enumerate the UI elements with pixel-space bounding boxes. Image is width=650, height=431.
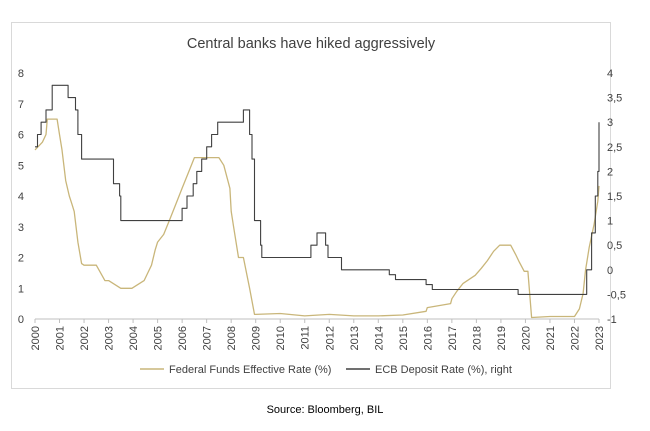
y-left-tick-label: 4 xyxy=(18,191,24,203)
chart-title: Central banks have hiked aggressively xyxy=(186,36,436,52)
y-right-tick-label: 3 xyxy=(607,117,613,129)
y-right-tick-label: -1 xyxy=(607,314,617,326)
x-tick-label: 2022 xyxy=(569,326,581,350)
x-tick-label: 2014 xyxy=(373,326,385,350)
x-tick-label: 2004 xyxy=(128,326,140,350)
series-line-fed-funds xyxy=(34,118,600,319)
x-tick-label: 2012 xyxy=(324,326,336,350)
x-tick-label: 2007 xyxy=(202,326,214,350)
y-left-tick-label: 6 xyxy=(18,130,24,142)
x-tick-label: 2006 xyxy=(177,326,189,350)
y-right-tick-label: -0,5 xyxy=(607,289,626,301)
y-right-tick-label: 3,5 xyxy=(607,93,622,105)
chart-source: Source: Bloomberg, BIL xyxy=(266,404,384,416)
x-tick-label: 2005 xyxy=(153,326,165,350)
x-tick-label: 2019 xyxy=(496,326,508,350)
x-tick-label: 2009 xyxy=(251,326,263,350)
x-tick-label: 2010 xyxy=(275,326,287,350)
y-left-tick-label: 0 xyxy=(18,314,24,326)
y-left-tick-label: 8 xyxy=(18,68,24,80)
x-tick-label: 2017 xyxy=(447,326,459,350)
x-tick-label: 2015 xyxy=(398,326,410,350)
x-tick-label: 2016 xyxy=(422,326,434,350)
y-left-tick-label: 2 xyxy=(18,253,24,265)
legend-label-ecb-deposit: ECB Deposit Rate (%), right xyxy=(375,364,512,376)
series-line-ecb-deposit xyxy=(35,84,600,295)
y-right-tick-label: 0 xyxy=(607,265,613,277)
x-tick-label: 2018 xyxy=(471,326,483,350)
legend-label-fed-funds: Federal Funds Effective Rate (%) xyxy=(169,364,331,376)
x-tick-label: 2020 xyxy=(520,326,532,350)
x-tick-label: 2011 xyxy=(300,326,312,350)
y-right-tick-label: 1 xyxy=(607,216,613,228)
chart-frame xyxy=(11,22,611,389)
x-tick-label: 2002 xyxy=(79,326,91,350)
y-left-tick-label: 5 xyxy=(18,160,24,172)
x-tick-label: 2023 xyxy=(594,326,606,350)
x-tick-label: 2001 xyxy=(55,326,67,350)
y-left-tick-label: 1 xyxy=(18,283,24,295)
y-right-tick-label: 2 xyxy=(607,166,613,178)
y-right-tick-label: 1,5 xyxy=(607,191,622,203)
y-right-tick-label: 4 xyxy=(607,68,613,80)
x-tick-label: 2008 xyxy=(226,326,238,350)
x-tick-label: 2000 xyxy=(30,326,42,350)
x-tick-label: 2021 xyxy=(545,326,557,350)
y-right-tick-label: 0,5 xyxy=(607,240,622,252)
y-right-tick-label: 2,5 xyxy=(607,142,622,154)
x-tick-label: 2003 xyxy=(104,326,116,350)
y-left-tick-label: 3 xyxy=(18,222,24,234)
y-left-tick-label: 7 xyxy=(18,99,24,111)
x-tick-label: 2013 xyxy=(349,326,361,350)
